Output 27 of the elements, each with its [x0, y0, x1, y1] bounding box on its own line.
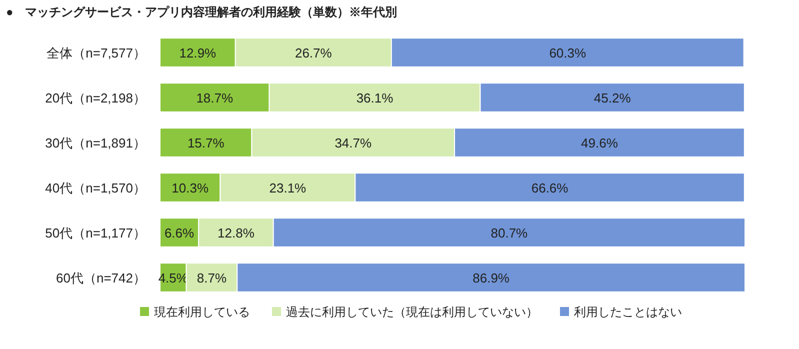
y-tick-label: 全体（n=7,577） — [46, 46, 146, 60]
legend-label: 現在利用している — [154, 305, 250, 319]
data-label: 86.9% — [472, 270, 510, 286]
data-label: 60.3% — [549, 46, 586, 60]
data-label: 18.7% — [196, 90, 234, 106]
data-label: 12.8% — [218, 226, 255, 240]
data-label: 66.6% — [531, 180, 569, 196]
y-tick-label: 20代（n=2,198） — [45, 90, 146, 106]
data-label: 49.6% — [581, 136, 618, 150]
legend-label: 利用したことはない — [574, 305, 682, 319]
data-label: 45.2% — [594, 90, 632, 106]
data-label: 26.7% — [294, 46, 332, 60]
data-label: 6.6% — [164, 226, 195, 240]
data-label: 36.1% — [356, 90, 394, 106]
chart-title: ● マッチングサービス・アプリ内容理解者の利用経験（単数）※年代別 — [6, 5, 398, 19]
data-label: 34.7% — [334, 136, 372, 150]
y-tick-label: 60代（n=742） — [56, 270, 146, 286]
data-label: 23.1% — [269, 180, 307, 196]
legend-label: 過去に利用していた（現在は利用していない） — [286, 305, 538, 319]
data-label: 80.7% — [490, 226, 528, 240]
data-label: 10.3% — [172, 180, 209, 196]
data-label: 15.7% — [187, 136, 225, 150]
y-tick-label: 40代（n=1,570） — [45, 180, 146, 196]
data-label: 12.9% — [179, 46, 217, 60]
y-tick-label: 30代（n=1,891） — [45, 136, 146, 150]
data-label: 8.7% — [196, 270, 227, 286]
y-tick-label: 50代（n=1,177） — [45, 226, 146, 240]
